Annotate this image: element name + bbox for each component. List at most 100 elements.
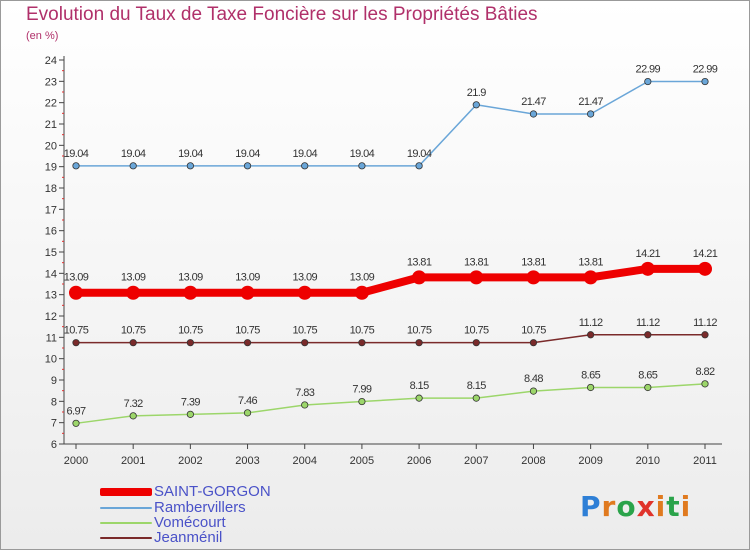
data-point-jeanmenil <box>186 339 194 347</box>
data-point-jeanmenil <box>644 331 652 339</box>
legend-item-rambervillers: Rambervillers <box>100 500 246 516</box>
data-label-saint-gorgon: 13.81 <box>521 256 546 268</box>
y-tick-label: 7 <box>51 418 57 430</box>
data-label-vomecourt: 8.65 <box>581 369 600 381</box>
data-label-rambervillers: 22.99 <box>636 64 661 76</box>
logo-letter: x <box>636 490 656 523</box>
data-point-rambervillers <box>472 101 480 109</box>
data-point-jeanmenil <box>301 339 309 347</box>
legend-swatch-vomecourt <box>100 522 152 524</box>
x-tick-label: 2004 <box>292 455 316 467</box>
y-tick-label: 22 <box>45 98 57 110</box>
series-line-jeanmenil <box>76 334 705 344</box>
data-point-saint-gorgon <box>69 285 83 300</box>
data-label-jeanmenil: 10.75 <box>121 325 146 337</box>
data-label-saint-gorgon: 13.81 <box>578 256 603 268</box>
data-label-saint-gorgon: 13.09 <box>292 272 317 284</box>
data-point-rambervillers <box>186 162 194 170</box>
data-label-jeanmenil: 11.12 <box>693 317 717 329</box>
data-label-saint-gorgon: 13.09 <box>64 272 89 284</box>
legend-item-saint-gorgon: SAINT-GORGON <box>100 484 271 500</box>
data-label-vomecourt: 7.99 <box>352 384 371 396</box>
y-tick-label: 12 <box>45 311 57 323</box>
data-point-jeanmenil <box>529 339 538 347</box>
series-line-vomecourt <box>75 383 706 425</box>
data-label-rambervillers: 19.04 <box>350 148 375 160</box>
data-point-vomecourt <box>72 419 80 427</box>
data-label-jeanmenil: 11.12 <box>636 317 660 329</box>
series-line-saint-gorgon <box>76 264 705 297</box>
data-label-jeanmenil: 10.75 <box>464 325 489 337</box>
data-point-rambervillers <box>415 162 423 170</box>
data-label-rambervillers: 21.9 <box>467 87 486 99</box>
unit-label: (en %) <box>26 30 59 42</box>
data-point-jeanmenil <box>472 339 480 347</box>
data-point-saint-gorgon <box>526 270 541 285</box>
data-label-vomecourt: 8.15 <box>467 380 486 392</box>
data-label-vomecourt: 7.46 <box>238 395 257 407</box>
x-tick-label: 2001 <box>121 455 145 467</box>
y-tick-label: 23 <box>45 76 57 88</box>
data-label-saint-gorgon: 13.09 <box>121 272 146 284</box>
data-point-saint-gorgon <box>183 285 198 300</box>
data-point-jeanmenil <box>587 331 595 339</box>
legend-swatch-saint-gorgon <box>100 488 152 496</box>
data-point-saint-gorgon <box>412 270 427 285</box>
data-label-jeanmenil: 11.12 <box>579 317 603 329</box>
data-point-rambervillers <box>701 77 709 86</box>
y-tick-label: 16 <box>45 226 57 238</box>
data-point-rambervillers <box>243 162 252 170</box>
data-label-rambervillers: 19.04 <box>235 148 260 160</box>
y-tick-label: 11 <box>46 332 57 344</box>
data-point-vomecourt <box>701 380 709 388</box>
data-label-saint-gorgon: 14.21 <box>636 248 661 260</box>
data-point-vomecourt <box>358 397 366 406</box>
series-line-rambervillers <box>76 80 705 167</box>
legend-swatch-rambervillers <box>100 507 152 509</box>
data-label-vomecourt: 8.15 <box>410 380 429 392</box>
data-label-rambervillers: 19.04 <box>407 148 432 160</box>
x-tick-label: 2009 <box>578 455 602 467</box>
legend-label-vomecourt: Vomécourt <box>154 514 226 531</box>
y-tick-label: 19 <box>45 162 57 174</box>
data-point-jeanmenil <box>415 339 423 347</box>
x-tick-label: 2011 <box>693 455 717 467</box>
data-point-saint-gorgon <box>698 261 712 276</box>
data-point-rambervillers <box>129 162 137 170</box>
data-point-jeanmenil <box>243 339 252 347</box>
data-point-jeanmenil <box>701 331 709 339</box>
data-point-vomecourt <box>186 410 194 418</box>
x-tick-label: 2006 <box>407 455 431 467</box>
y-tick-label: 10 <box>45 354 57 366</box>
x-tick-label: 2003 <box>235 455 259 467</box>
data-point-rambervillers <box>529 110 538 118</box>
logo-letter: o <box>616 490 637 523</box>
data-label-vomecourt: 7.39 <box>181 396 200 408</box>
proxiti-logo: Proxiti <box>580 490 691 523</box>
data-point-rambervillers <box>301 162 309 170</box>
data-label-vomecourt: 7.83 <box>295 387 314 399</box>
data-label-rambervillers: 19.04 <box>121 148 146 160</box>
legend-label-rambervillers: Rambervillers <box>154 499 246 516</box>
data-label-rambervillers: 21.47 <box>578 96 603 108</box>
data-label-saint-gorgon: 13.09 <box>350 272 375 284</box>
x-tick-label: 2010 <box>636 455 660 467</box>
logo-letter: r <box>601 490 617 523</box>
data-label-jeanmenil: 10.75 <box>521 325 546 337</box>
data-label-jeanmenil: 10.75 <box>178 325 203 337</box>
data-label-rambervillers: 19.04 <box>178 148 203 160</box>
y-tick-label: 17 <box>45 204 57 216</box>
data-point-vomecourt <box>415 394 423 402</box>
y-tick-label: 8 <box>51 396 57 408</box>
y-tick-label: 20 <box>45 140 57 152</box>
data-point-vomecourt <box>587 383 595 392</box>
data-point-rambervillers <box>644 77 652 86</box>
y-tick-label: 15 <box>45 247 57 259</box>
x-tick-label: 2007 <box>464 455 488 467</box>
data-point-vomecourt <box>529 387 538 395</box>
data-label-vomecourt: 8.48 <box>524 373 543 385</box>
data-label-saint-gorgon: 14.21 <box>693 248 718 260</box>
data-point-saint-gorgon <box>354 285 369 300</box>
data-label-jeanmenil: 10.75 <box>292 325 317 337</box>
